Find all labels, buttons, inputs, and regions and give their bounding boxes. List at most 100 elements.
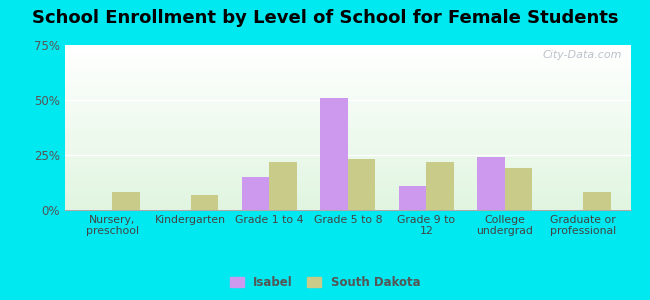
Bar xyxy=(65,55,630,56)
Bar xyxy=(65,195,630,197)
Bar xyxy=(65,175,630,177)
Bar xyxy=(65,61,630,63)
Bar xyxy=(65,124,630,126)
Bar xyxy=(65,114,630,116)
Bar xyxy=(65,131,630,132)
Bar xyxy=(65,187,630,188)
Bar xyxy=(65,194,630,195)
Bar xyxy=(65,88,630,89)
Bar xyxy=(65,146,630,147)
Bar xyxy=(65,106,630,108)
Bar xyxy=(65,174,630,175)
Bar xyxy=(190,195,218,210)
Bar xyxy=(65,118,630,119)
Bar xyxy=(65,75,630,76)
Bar xyxy=(65,160,630,162)
Bar xyxy=(65,182,630,184)
Bar xyxy=(505,168,532,210)
Bar xyxy=(65,50,630,52)
Bar xyxy=(65,68,630,70)
Bar xyxy=(65,89,630,91)
Bar xyxy=(348,159,375,210)
Bar xyxy=(65,52,630,53)
Text: City-Data.com: City-Data.com xyxy=(543,50,622,60)
Bar xyxy=(65,149,630,151)
Bar xyxy=(65,119,630,121)
Bar xyxy=(242,177,269,210)
Bar xyxy=(65,132,630,134)
Bar xyxy=(65,157,630,159)
Bar xyxy=(65,126,630,127)
Bar xyxy=(426,162,454,210)
Bar xyxy=(65,151,630,152)
Bar xyxy=(65,152,630,154)
Bar xyxy=(65,170,630,172)
Bar xyxy=(65,122,630,124)
Bar xyxy=(65,199,630,200)
Bar xyxy=(65,98,630,99)
Bar xyxy=(65,142,630,144)
Bar xyxy=(65,154,630,155)
Bar xyxy=(65,101,630,103)
Bar xyxy=(65,128,630,129)
Bar xyxy=(65,70,630,71)
Bar xyxy=(65,111,630,112)
Bar xyxy=(65,91,630,93)
Bar xyxy=(65,60,630,61)
Bar xyxy=(65,58,630,60)
Bar xyxy=(65,139,630,141)
Bar xyxy=(65,177,630,178)
Bar xyxy=(65,162,630,164)
Bar xyxy=(65,137,630,139)
Bar xyxy=(65,180,630,182)
Bar xyxy=(65,112,630,114)
Bar xyxy=(65,192,630,194)
Bar xyxy=(65,169,630,170)
Bar xyxy=(65,99,630,101)
Bar xyxy=(65,164,630,165)
Bar xyxy=(65,207,630,208)
Bar xyxy=(320,98,348,210)
Bar xyxy=(65,116,630,118)
Bar xyxy=(65,203,630,205)
Bar xyxy=(65,172,630,174)
Bar xyxy=(65,66,630,68)
Bar xyxy=(477,157,505,210)
Bar xyxy=(65,205,630,207)
Bar xyxy=(65,45,630,46)
Bar xyxy=(65,94,630,96)
Bar xyxy=(65,129,630,131)
Bar xyxy=(65,167,630,169)
Bar xyxy=(65,63,630,65)
Bar xyxy=(65,83,630,85)
Bar xyxy=(65,104,630,106)
Bar xyxy=(65,78,630,80)
Bar xyxy=(65,93,630,94)
Bar xyxy=(65,184,630,185)
Bar xyxy=(65,165,630,167)
Bar xyxy=(269,162,296,210)
Bar xyxy=(65,121,630,122)
Bar xyxy=(65,53,630,55)
Bar xyxy=(65,96,630,98)
Bar xyxy=(65,81,630,83)
Bar xyxy=(65,197,630,199)
Bar xyxy=(65,73,630,75)
Bar xyxy=(65,190,630,192)
Bar xyxy=(65,200,630,202)
Bar xyxy=(65,208,630,210)
Bar xyxy=(65,136,630,137)
Bar xyxy=(65,86,630,88)
Bar xyxy=(65,46,630,48)
Bar xyxy=(65,80,630,81)
Text: School Enrollment by Level of School for Female Students: School Enrollment by Level of School for… xyxy=(32,9,618,27)
Bar xyxy=(65,108,630,109)
Bar xyxy=(65,141,630,142)
Bar xyxy=(65,109,630,111)
Bar xyxy=(65,103,630,104)
Bar xyxy=(65,76,630,78)
Bar xyxy=(65,147,630,149)
Bar xyxy=(65,185,630,187)
Bar xyxy=(65,71,630,73)
Bar xyxy=(65,144,630,146)
